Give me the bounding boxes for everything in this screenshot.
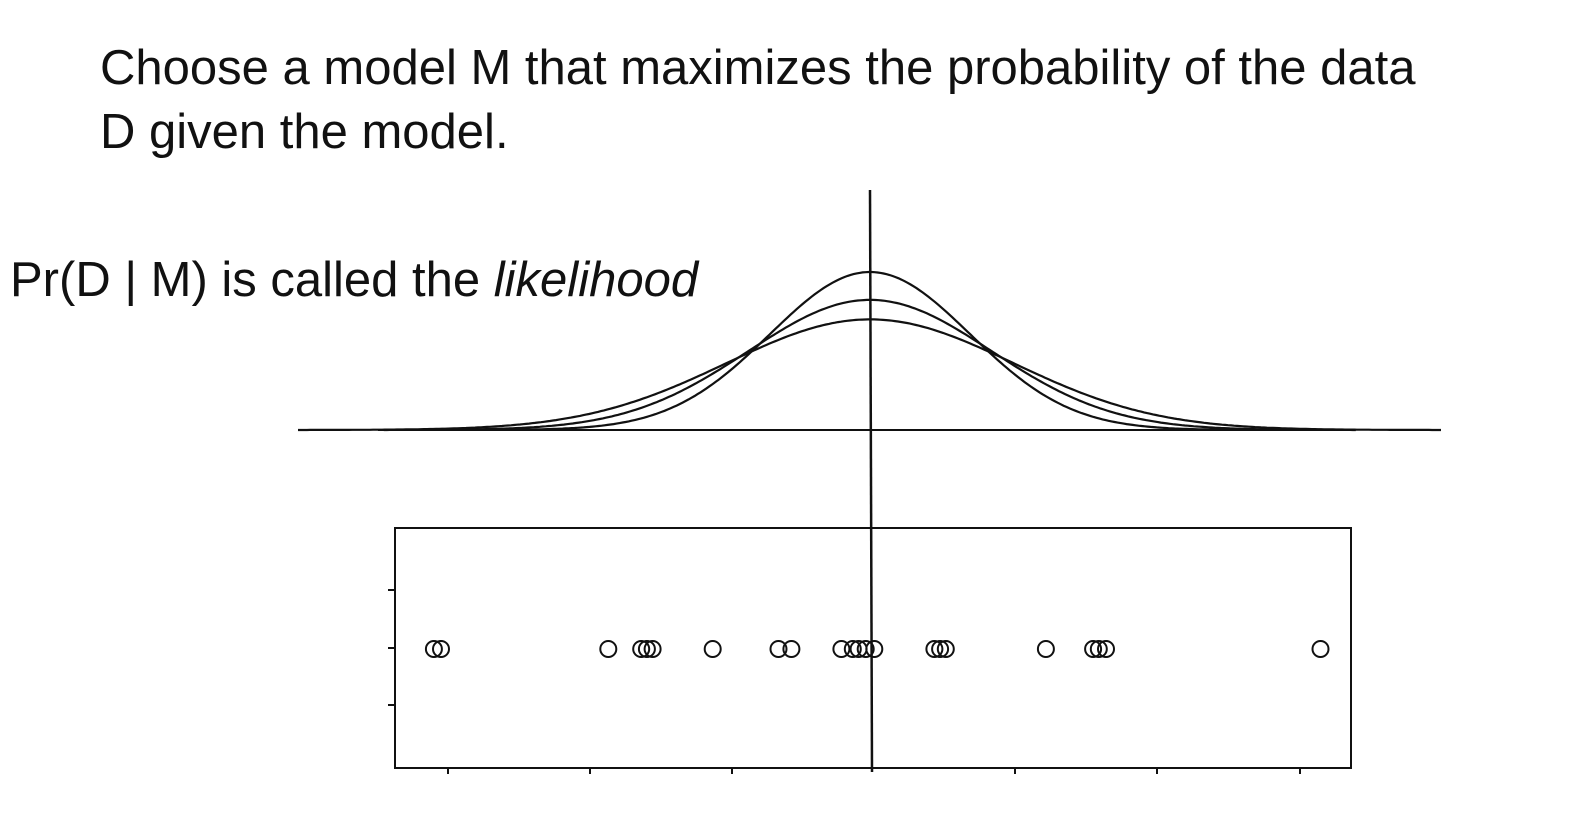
data-point-21 <box>1097 640 1115 658</box>
data-point-14 <box>865 640 884 658</box>
data-point-19 <box>1084 640 1103 658</box>
data-point-18 <box>1036 640 1055 658</box>
data-point-20 <box>1089 640 1108 658</box>
data-point-13 <box>856 640 875 658</box>
data-point-17 <box>936 640 955 658</box>
panel-ticks <box>388 589 1301 774</box>
data-point-5 <box>637 640 656 658</box>
data-point-4 <box>632 640 651 658</box>
data-point-2 <box>432 640 450 658</box>
likelihood-label-prefix: Pr(D | M) is called the <box>10 253 494 307</box>
heading-line-2: D given the model. <box>100 105 509 159</box>
data-point-15 <box>925 640 944 658</box>
data-point-6 <box>643 640 662 658</box>
data-point-10 <box>832 640 851 658</box>
heading: Choose a model M that maximizes the prob… <box>100 36 1580 164</box>
data-point-9 <box>782 640 801 658</box>
density-curve-1 <box>469 270 1268 431</box>
likelihood-label: Pr(D | M) is called the likelihood <box>10 250 698 310</box>
data-point-1 <box>424 640 443 658</box>
mean-line <box>868 189 874 773</box>
data-point-16 <box>931 640 950 658</box>
data-point-8 <box>769 640 788 658</box>
data-point-7 <box>703 640 722 658</box>
data-point-3 <box>599 640 618 658</box>
heading-line-1: Choose a model M that maximizes the prob… <box>100 41 1416 95</box>
data-point-11 <box>843 640 862 658</box>
likelihood-label-emphasis: likelihood <box>493 253 699 307</box>
data-point-22 <box>1311 640 1330 658</box>
data-points <box>424 640 1330 658</box>
